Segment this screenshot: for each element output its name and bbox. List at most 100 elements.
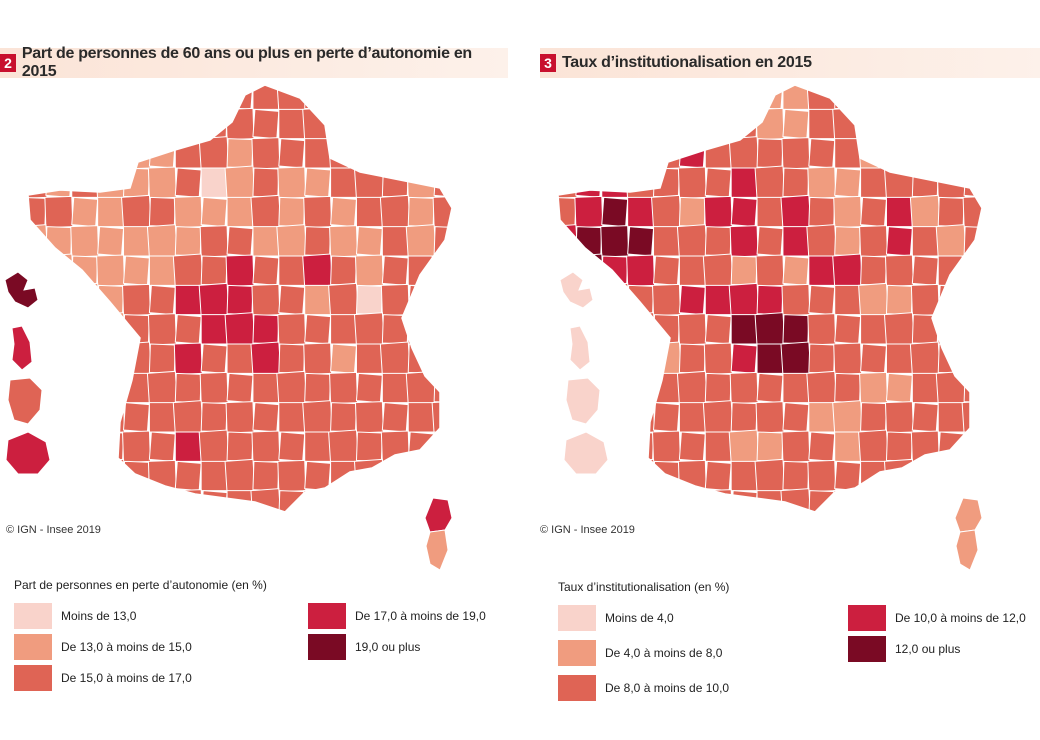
- department: [252, 108, 280, 140]
- department: [433, 460, 452, 492]
- copyright: © IGN - Insee 2019: [6, 524, 101, 536]
- department: [71, 402, 99, 433]
- department: [627, 138, 655, 169]
- department: [860, 314, 887, 345]
- department: [782, 314, 810, 345]
- department: [407, 402, 435, 433]
- legend-item: De 17,0 à moins de 19,0: [308, 603, 486, 629]
- department: [650, 194, 682, 230]
- department: [963, 431, 982, 462]
- department: [123, 167, 150, 198]
- department: [224, 312, 256, 347]
- department: [963, 85, 982, 110]
- department: [431, 253, 452, 288]
- corsica-north: [954, 497, 983, 533]
- map-panel-3: 3 Taux d’institutionalisation en 2015 © …: [530, 0, 1040, 740]
- department: [652, 402, 680, 433]
- department: [200, 402, 228, 433]
- department: [911, 85, 939, 110]
- department: [860, 490, 888, 512]
- legend-swatch: [14, 665, 52, 691]
- department: [405, 224, 437, 259]
- department: [911, 167, 939, 198]
- department: [277, 459, 307, 493]
- department: [276, 224, 308, 259]
- department: [71, 460, 99, 492]
- department: [70, 85, 100, 111]
- department: [911, 108, 939, 140]
- department: [911, 255, 939, 286]
- department: [756, 343, 784, 374]
- department: [407, 138, 435, 169]
- department: [353, 312, 385, 347]
- legend-swatch: [558, 640, 596, 666]
- department: [961, 106, 982, 142]
- department: [678, 490, 706, 512]
- department: [574, 195, 604, 229]
- department: [704, 431, 732, 462]
- department: [304, 314, 332, 345]
- department: [198, 282, 230, 318]
- department: [123, 226, 150, 257]
- department: [678, 402, 706, 433]
- department: [200, 460, 228, 492]
- department: [627, 490, 655, 512]
- department: [756, 138, 784, 169]
- department: [858, 429, 890, 464]
- department: [304, 167, 332, 198]
- department: [678, 255, 706, 286]
- guyane: [7, 377, 43, 425]
- department: [599, 136, 631, 171]
- department: [885, 343, 913, 374]
- department: [173, 342, 203, 375]
- department: [600, 371, 630, 405]
- legend-title: Part de personnes en perte d’autonomie (…: [14, 578, 267, 592]
- department: [252, 372, 280, 404]
- martinique: [569, 325, 591, 371]
- department: [329, 225, 358, 258]
- legend-label: De 13,0 à moins de 15,0: [61, 640, 192, 654]
- france-outline: [557, 84, 983, 513]
- department: [756, 226, 784, 257]
- department: [304, 372, 332, 404]
- department: [45, 460, 73, 492]
- department: [730, 314, 758, 345]
- department: [250, 341, 282, 376]
- department: [860, 343, 888, 374]
- department: [122, 137, 151, 170]
- department: [730, 343, 758, 374]
- department: [884, 254, 914, 287]
- legend-item: De 13,0 à moins de 15,0: [14, 634, 192, 660]
- department: [381, 460, 409, 492]
- department: [172, 253, 204, 288]
- department: [884, 401, 914, 434]
- department: [174, 226, 202, 257]
- department: [937, 196, 965, 228]
- department: [601, 255, 629, 286]
- department: [911, 402, 939, 433]
- department: [252, 402, 280, 433]
- department: [756, 431, 784, 462]
- france-outline: [27, 84, 453, 513]
- department: [807, 313, 837, 346]
- department: [782, 108, 810, 140]
- department: [226, 226, 254, 257]
- department: [123, 460, 150, 492]
- department: [885, 372, 913, 404]
- legend-item: Moins de 13,0: [14, 603, 136, 629]
- department: [200, 343, 228, 374]
- department: [355, 431, 383, 462]
- legend-item: De 10,0 à moins de 12,0: [848, 605, 1026, 631]
- department: [405, 85, 437, 112]
- department: [380, 137, 410, 170]
- department: [937, 402, 965, 433]
- department: [729, 225, 759, 258]
- department: [330, 343, 358, 374]
- department: [859, 225, 888, 258]
- department: [45, 314, 73, 345]
- legend-label: De 4,0 à moins de 8,0: [605, 646, 723, 660]
- department: [330, 108, 357, 140]
- department: [961, 253, 982, 288]
- department: [558, 108, 577, 140]
- map-title: Taux d’institutionalisation en 2015: [562, 54, 812, 71]
